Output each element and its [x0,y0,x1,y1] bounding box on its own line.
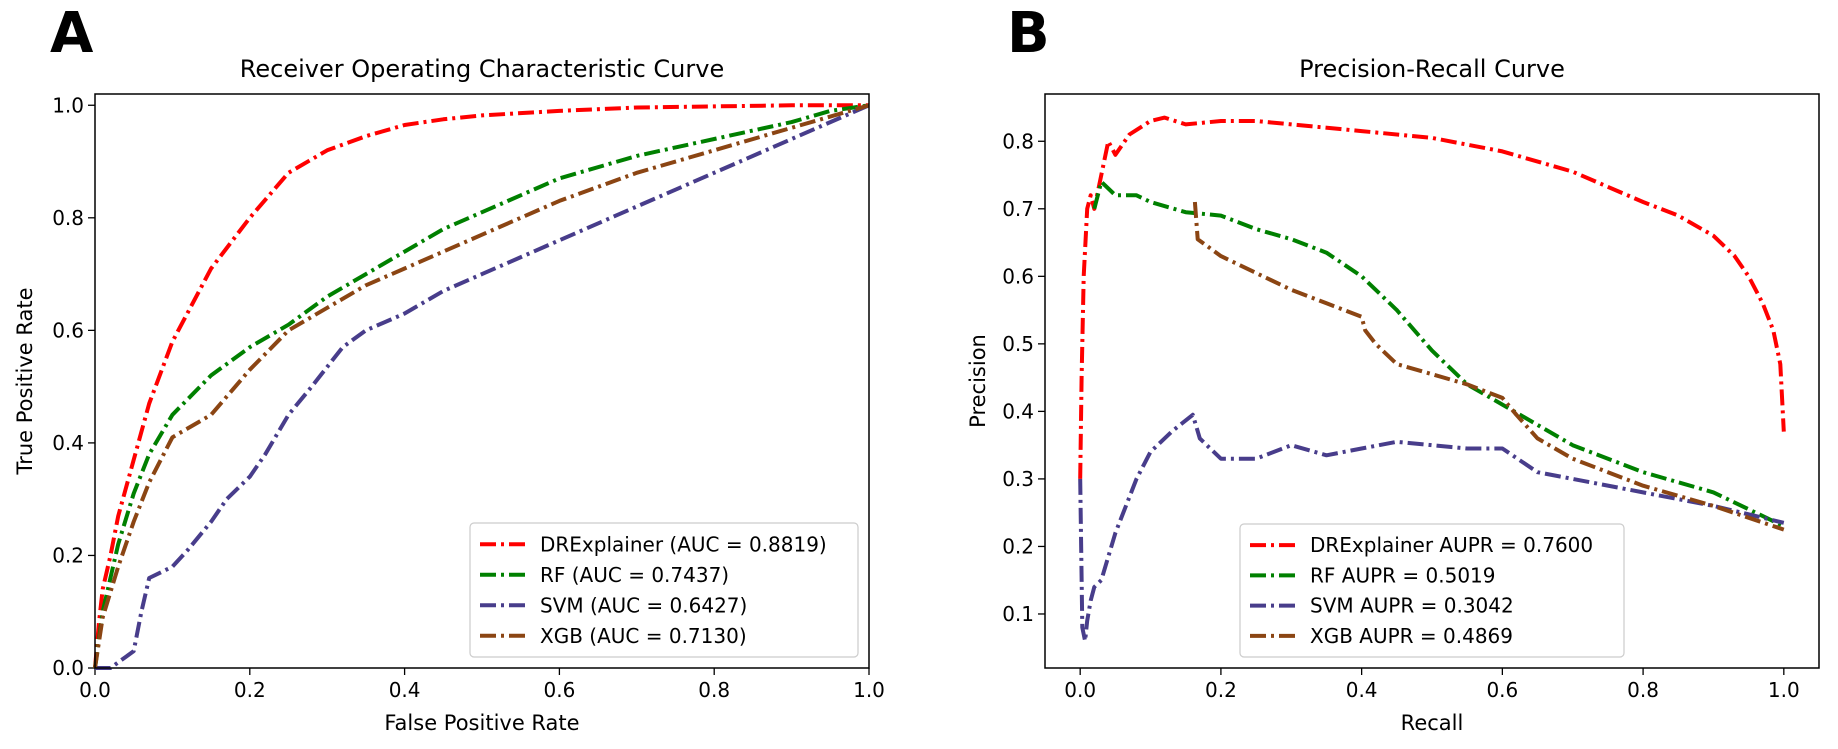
pr-legend-box [1239,523,1625,658]
roc-x-axis-label: False Positive Rate [384,711,579,735]
pr-y-tick-label: 0.4 [1002,399,1034,423]
pr-series-line-2 [1078,412,1785,643]
roc-series-line-0 [93,103,869,669]
roc-y-tick-label: 0.8 [52,206,84,230]
roc-y-tick-label: 0.2 [52,543,84,567]
pr-series-line-0 [1078,115,1786,479]
roc-legend-label-0: DRExplainer (AUC = 0.8819) [540,532,827,556]
roc-plot-frame [94,93,870,669]
panel-b-letter: B [1007,1,1050,66]
pr-y-tick-label: 0.2 [1002,534,1034,558]
pr-axis-ticks: 0.0 0.2 0.4 0.6 0.8 1.0 0.1 0.2 0.3 0.4 0.5 0.6 0.7 0… [1002,129,1800,702]
pr-plot-frame [1044,93,1820,669]
pr-x-tick-label: 0.4 [1346,678,1378,702]
roc-y-tick-label: 0.6 [52,318,84,342]
pr-x-tick-label: 1.0 [1768,678,1800,702]
roc-series-line-3 [93,103,870,669]
pr-panel: B Precision-Recall Curve 0.0 0.2 0.4 0.6 0.8… [966,1,1820,735]
pr-legend-label-3: XGB AUPR = 0.4869 [1310,624,1513,648]
pr-y-axis-label: Precision [966,334,990,428]
pr-y-tick-label: 0.5 [1002,332,1034,356]
roc-legend-label-2: SVM (AUC = 0.6427) [540,593,747,617]
pr-x-tick-label: 0.6 [1486,678,1518,702]
pr-y-tick-label: 0.8 [1002,129,1034,153]
roc-y-tick-label: 0.0 [52,656,84,680]
pr-y-tick-label: 0.3 [1002,467,1034,491]
pr-series-lines [1078,115,1786,643]
roc-x-tick-label: 0.0 [79,678,111,702]
roc-y-tick-label: 0.4 [52,431,84,455]
pr-x-axis-label: Recall [1401,711,1464,735]
roc-series-line-1 [93,103,870,669]
pr-legend-label-2: SVM AUPR = 0.3042 [1310,594,1514,618]
roc-x-tick-label: 0.8 [698,678,730,702]
pr-x-tick-label: 0.0 [1064,678,1096,702]
pr-series-line-1 [1092,179,1785,529]
pr-legend: DRExplainer AUPR = 0.7600 RF AUPR = 0.501… [1239,523,1625,658]
roc-title: Receiver Operating Characteristic Curve [240,55,724,83]
roc-x-tick-label: 0.2 [234,678,266,702]
roc-series-line-2 [95,103,870,670]
pr-legend-label-1: RF AUPR = 0.5019 [1310,563,1496,587]
roc-x-tick-label: 0.4 [389,678,421,702]
roc-legend: DRExplainer (AUC = 0.8819) RF (AUC = 0.74… [469,522,859,658]
roc-series-lines [93,103,870,670]
pr-y-tick-label: 0.7 [1002,197,1034,221]
roc-panel: A Receiver Operating Characteristic Curv… [13,1,885,735]
pr-x-tick-label: 0.2 [1205,678,1237,702]
roc-x-tick-label: 1.0 [853,678,885,702]
roc-y-axis-label: True Positive Rate [13,287,37,475]
roc-axis-ticks: 0.0 0.2 0.4 0.6 0.8 1.0 0.0 0.2 0.4 0.6 0.8 1.0 [52,93,885,702]
pr-x-tick-label: 0.8 [1627,678,1659,702]
roc-legend-label-1: RF (AUC = 0.7437) [540,563,729,587]
roc-legend-label-3: XGB (AUC = 0.7130) [540,624,747,648]
pr-title: Precision-Recall Curve [1299,55,1565,83]
pr-legend-label-0: DRExplainer AUPR = 0.7600 [1310,533,1593,557]
roc-x-tick-label: 0.6 [543,678,575,702]
roc-legend-box [469,522,859,658]
pr-y-tick-label: 0.6 [1002,264,1034,288]
roc-y-tick-label: 1.0 [52,93,84,117]
pr-y-tick-label: 0.1 [1002,602,1034,626]
panel-a-letter: A [50,1,94,66]
